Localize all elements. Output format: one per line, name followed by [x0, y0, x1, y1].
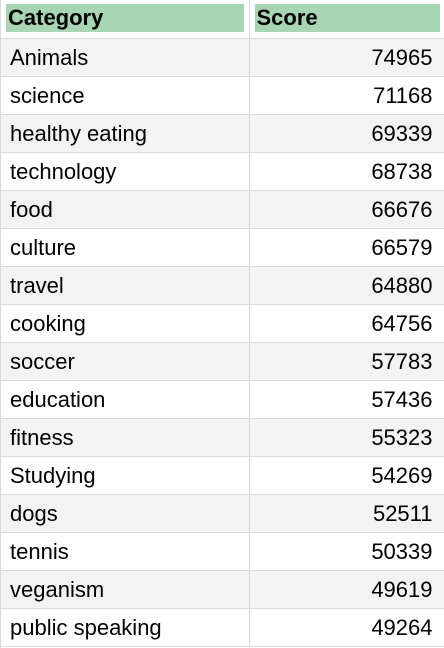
score-cell[interactable]: 64756: [249, 304, 444, 343]
score-cell[interactable]: 66579: [249, 228, 444, 267]
header-cell-category[interactable]: Category: [1, 0, 250, 39]
table-row: tennis 50339: [1, 532, 444, 571]
category-cell[interactable]: soccer: [1, 342, 250, 381]
category-cell[interactable]: Animals: [1, 38, 250, 77]
category-cell[interactable]: Studying: [1, 456, 250, 495]
category-cell[interactable]: tennis: [1, 532, 250, 571]
score-cell[interactable]: 57436: [249, 380, 444, 419]
category-cell[interactable]: public speaking: [1, 608, 250, 647]
table-row: food 66676: [1, 190, 444, 229]
score-cell[interactable]: 71168: [249, 76, 444, 115]
table-row: Animals 74965: [1, 38, 444, 77]
category-cell[interactable]: education: [1, 380, 250, 419]
table-row: fitness 55323: [1, 418, 444, 457]
score-cell[interactable]: 74965: [249, 38, 444, 77]
table-row: education 57436: [1, 380, 444, 419]
table-row: Studying 54269: [1, 456, 444, 495]
table-row: technology 68738: [1, 152, 444, 191]
score-cell[interactable]: 69339: [249, 114, 444, 153]
category-cell[interactable]: technology: [1, 152, 250, 191]
score-cell[interactable]: 49619: [249, 570, 444, 609]
score-cell[interactable]: 55323: [249, 418, 444, 457]
category-cell[interactable]: food: [1, 190, 250, 229]
category-cell[interactable]: dogs: [1, 494, 250, 533]
table-row: public speaking 49264: [1, 608, 444, 647]
header-cell-score[interactable]: Score: [249, 0, 444, 39]
table-row: dogs 52511: [1, 494, 444, 533]
category-cell[interactable]: healthy eating: [1, 114, 250, 153]
table-row: travel 64880: [1, 266, 444, 305]
score-cell[interactable]: 57783: [249, 342, 444, 381]
header-label-category: Category: [6, 4, 244, 33]
score-cell[interactable]: 54269: [249, 456, 444, 495]
category-cell[interactable]: cooking: [1, 304, 250, 343]
category-cell[interactable]: science: [1, 76, 250, 115]
score-cell[interactable]: 66676: [249, 190, 444, 229]
score-cell[interactable]: 68738: [249, 152, 444, 191]
table-row: science 71168: [1, 76, 444, 115]
table-row: healthy eating 69339: [1, 114, 444, 153]
table-row: veganism 49619: [1, 570, 444, 609]
table-row: culture 66579: [1, 228, 444, 267]
score-cell[interactable]: 64880: [249, 266, 444, 305]
category-cell[interactable]: veganism: [1, 570, 250, 609]
category-cell[interactable]: travel: [1, 266, 250, 305]
score-cell[interactable]: 50339: [249, 532, 444, 571]
category-cell[interactable]: culture: [1, 228, 250, 267]
table-row: cooking 64756: [1, 304, 444, 343]
score-cell[interactable]: 49264: [249, 608, 444, 647]
category-cell[interactable]: fitness: [1, 418, 250, 457]
score-cell[interactable]: 52511: [249, 494, 444, 533]
header-row: Category Score: [1, 0, 444, 39]
header-label-score: Score: [254, 4, 440, 33]
table-row: soccer 57783: [1, 342, 444, 381]
